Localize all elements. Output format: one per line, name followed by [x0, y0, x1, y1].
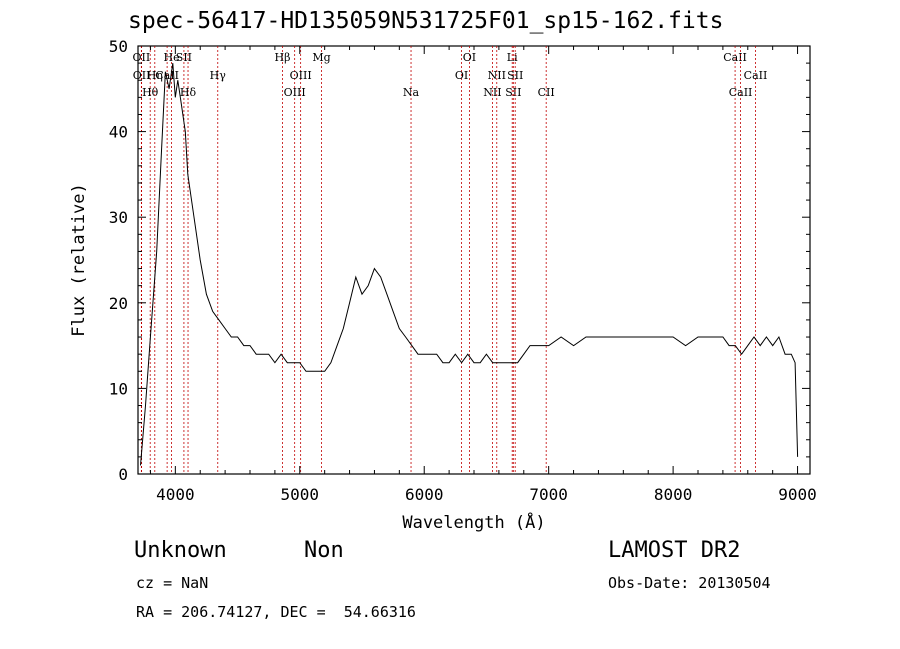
plot-frame	[137, 45, 811, 475]
line-marker-label: SII	[505, 86, 521, 99]
line-marker-label: Na	[403, 86, 420, 99]
observation-date: Obs-Date: 20130504	[608, 574, 771, 592]
line-marker-label: SII	[507, 69, 523, 82]
line-marker-label: CaII	[744, 69, 768, 82]
line-marker-label: Mg	[312, 51, 330, 64]
coordinates-text: RA = 206.74127, DEC = 54.66316	[136, 603, 416, 621]
line-marker-label: Hδ	[180, 86, 197, 99]
line-marker-label: OII	[133, 69, 151, 82]
y-axis-label: Flux (relative)	[69, 183, 89, 337]
object-class: Unknown	[134, 538, 227, 563]
line-marker-label: Hβ	[275, 51, 291, 64]
line-marker-label: Li	[507, 51, 518, 64]
line-marker-label: OI	[463, 51, 476, 64]
axis-ticks: 4000 5000 6000 7000 8000 9000 0 10 20 30 40 50	[109, 37, 817, 504]
x-axis-label: Wavelength (Å)	[402, 511, 545, 533]
line-marker-label: OI	[455, 69, 468, 82]
chart-title: spec-56417-HD135059N531725F01_sp15-162.f…	[128, 8, 724, 34]
line-marker-label: CaII	[729, 86, 753, 99]
line-marker-label: OIII	[290, 69, 312, 82]
y-tick-label: 40	[109, 123, 128, 142]
y-tick-label: 20	[109, 294, 128, 313]
x-tick-label: 7000	[529, 485, 568, 504]
line-marker-label: SII	[176, 51, 192, 64]
line-marker-label: Hγ	[210, 69, 227, 82]
line-marker-label: He	[164, 51, 180, 64]
object-subclass: Non	[304, 538, 344, 563]
line-marker-label: NII	[488, 69, 506, 82]
y-tick-label: 50	[109, 37, 128, 56]
line-marker-label: CII	[538, 86, 555, 99]
line-marker-label: NII	[483, 86, 501, 99]
y-tick-label: 10	[109, 379, 128, 398]
line-marker-label: OIII	[284, 86, 306, 99]
x-tick-label: 8000	[654, 485, 693, 504]
spectrum-line	[140, 63, 799, 466]
y-tick-label: 30	[109, 208, 128, 227]
x-tick-label: 9000	[778, 485, 817, 504]
line-marker-label: Hη	[147, 69, 163, 82]
line-marker-label: OII	[133, 51, 151, 64]
redshift-text: cz = NaN	[136, 574, 209, 592]
x-tick-label: 5000	[281, 485, 320, 504]
line-marker-label: Hθ	[142, 86, 159, 99]
x-tick-label: 6000	[405, 485, 444, 504]
line-marker-label: CaII	[723, 51, 747, 64]
x-tick-label: 4000	[156, 485, 195, 504]
y-tick-label: 0	[118, 465, 128, 484]
line-markers: OIIOIIHθHηCaIIHeSIIHδHγHβOIIIOIIIMgNaOIO…	[133, 46, 768, 474]
survey-name: LAMOST DR2	[608, 538, 741, 563]
